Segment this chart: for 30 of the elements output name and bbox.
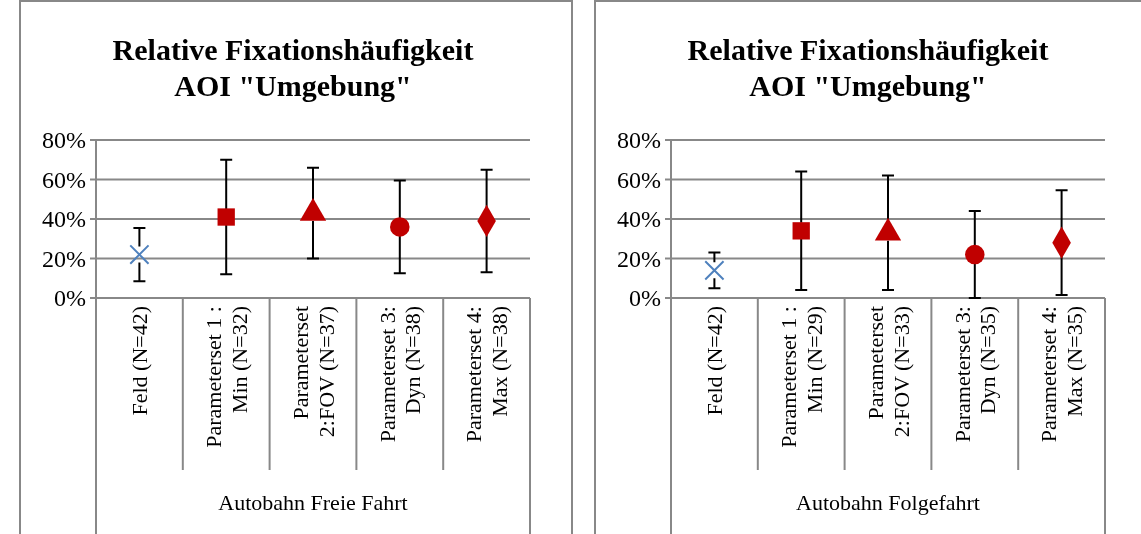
point <box>965 244 985 265</box>
x-tick-label: Feld (N=42) <box>127 306 153 416</box>
x-tick-label: Feld (N=42) <box>702 306 728 416</box>
x-axis-title: Autobahn Freie Fahrt <box>218 490 408 515</box>
x-tick-label: Parameterset 4: Max (N=38) <box>461 306 513 443</box>
y-tick-label: 20% <box>42 245 86 272</box>
y-tick-label: 80% <box>42 127 86 154</box>
y-tick-label: 80% <box>617 127 661 154</box>
point <box>704 260 725 281</box>
point <box>217 208 235 226</box>
y-tick-label: 40% <box>42 206 86 233</box>
chart-title: Relative Fixationshäufigkeit AOI "Umgebung" <box>687 33 1049 102</box>
y-tick-label: 60% <box>617 166 661 193</box>
y-tick-label: 0% <box>54 285 86 312</box>
point <box>792 222 810 240</box>
y-tick-label: 20% <box>617 245 661 272</box>
x-tick-label: Parameterset 2:FOV (N=33) <box>862 306 914 438</box>
x-tick-label: Parameterset 2:FOV (N=37) <box>287 306 339 438</box>
point <box>390 217 410 237</box>
point <box>129 244 150 265</box>
x-tick-label: Parameterset 3: Dyn (N=35) <box>949 306 1001 443</box>
x-tick-label: Parameterset 1 : Min (N=29) <box>775 306 827 448</box>
x-axis-title: Autobahn Folgefahrt <box>796 490 980 515</box>
x-tick-label: Parameterset 4: Max (N=35) <box>1036 306 1088 443</box>
y-tick-label: 60% <box>42 166 86 193</box>
chart-title: Relative Fixationshäufigkeit AOI "Umgebung" <box>112 33 474 102</box>
x-tick-label: Parameterset 1 : Min (N=32) <box>200 306 252 448</box>
y-tick-label: 40% <box>617 206 661 233</box>
x-tick-label: Parameterset 3: Dyn (N=38) <box>374 306 426 443</box>
y-tick-label: 0% <box>629 285 661 312</box>
